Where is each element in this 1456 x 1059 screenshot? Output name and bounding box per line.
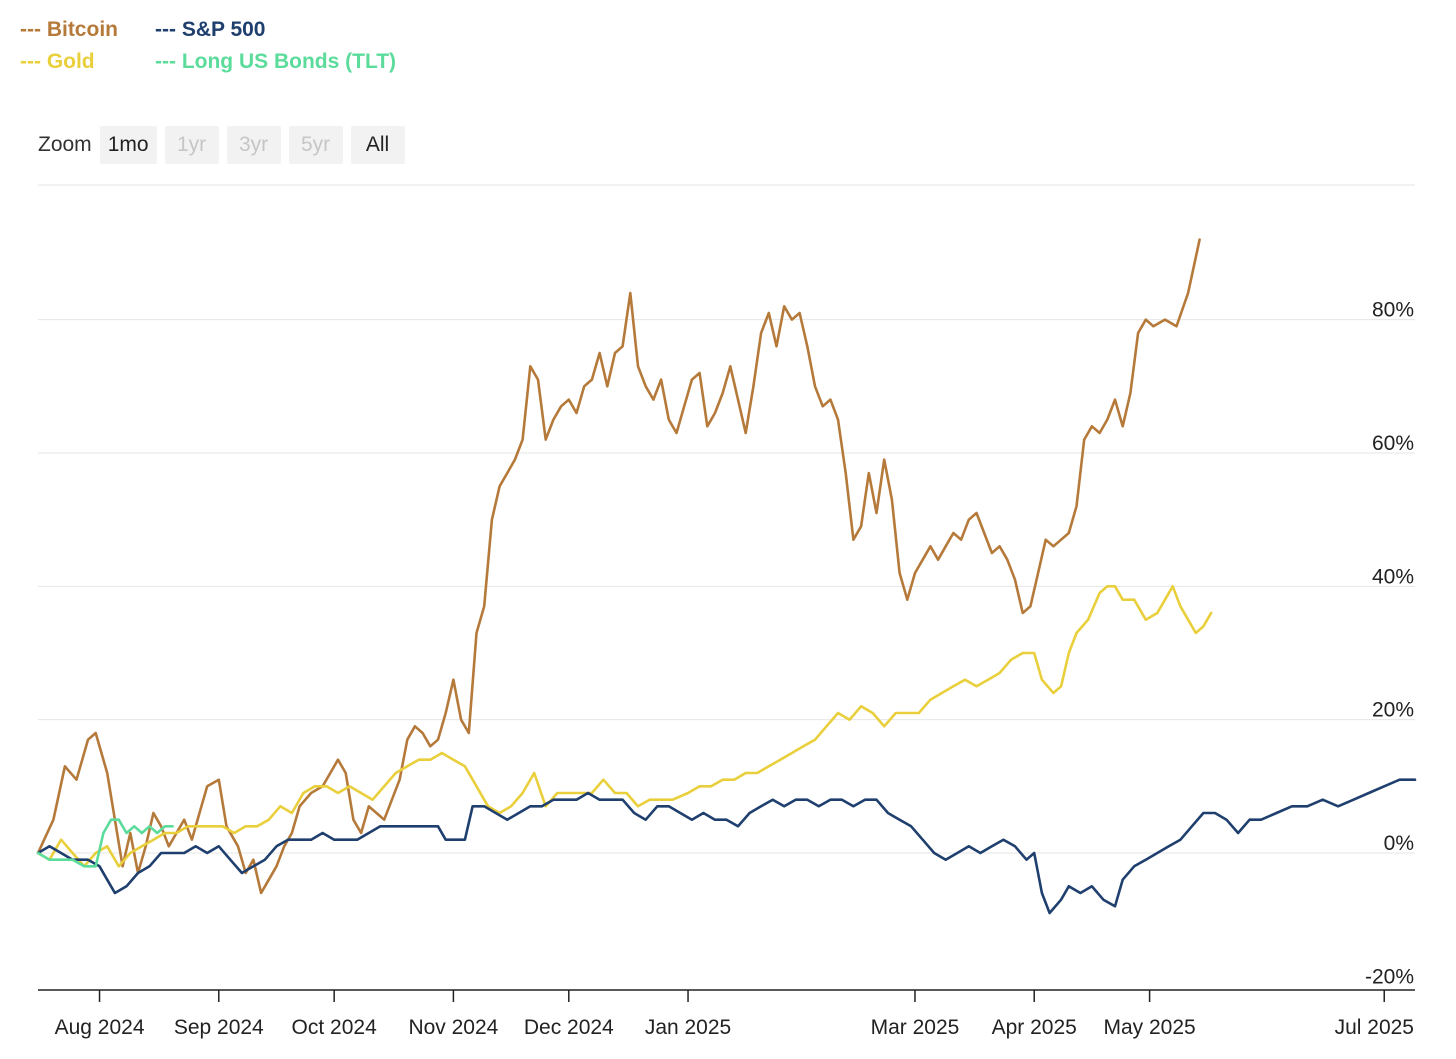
x-tick-label: May 2025 [1103,1016,1195,1039]
legend-item-sp500[interactable]: --- S&P 500 [155,18,266,41]
y-tick-label: 20% [1372,699,1414,722]
legend-item-gold[interactable]: --- Gold [20,50,95,73]
x-tick-label: Sep 2024 [174,1016,264,1039]
zoom-all-button[interactable]: All [350,126,405,164]
x-tick-label: Jan 2025 [645,1016,731,1039]
series-line-bitcoin[interactable] [36,238,1201,895]
y-axis: 80% 60% 40% 20% 0% -20% [1365,299,1414,989]
zoom-label: Zoom [38,133,92,156]
chart-legend: --- Bitcoin --- S&P 500 --- Gold --- Lon… [20,18,396,74]
y-tick-label: 80% [1372,299,1414,322]
series-line-long-us-bonds-tlt-[interactable] [36,818,174,868]
y-tick-label: -20% [1365,965,1414,988]
series-line-gold[interactable] [36,585,1213,868]
zoom-1mo-button[interactable]: 1mo [99,126,157,164]
zoom-5yr-button[interactable]: 5yr [288,126,343,164]
zoom-controls: Zoom 1mo 1yr 3yr 5yr All [38,126,405,164]
series-lines [36,238,1417,915]
y-tick-label: 40% [1372,565,1414,588]
legend-item-tlt[interactable]: --- Long US Bonds (TLT) [155,50,397,73]
y-tick-label: 60% [1372,432,1414,455]
series-line-s-p-500[interactable] [36,778,1417,915]
grid-lines [38,319,1415,854]
legend-item-bitcoin[interactable]: --- Bitcoin [20,18,118,41]
y-tick-label: 0% [1384,832,1414,855]
x-tick-label: Oct 2024 [292,1016,378,1039]
x-tick-label: Dec 2024 [524,1016,614,1039]
x-tick-label: Mar 2025 [871,1016,960,1039]
x-tick-label: Apr 2025 [992,1016,1077,1039]
x-tick-label: Jul 2025 [1335,1016,1414,1039]
zoom-3yr-button[interactable]: 3yr [226,126,281,164]
x-axis: Aug 2024 Sep 2024 Oct 2024 Nov 2024 Dec 2024… [38,989,1415,1039]
x-tick-label: Nov 2024 [408,1016,498,1039]
x-tick-label: Aug 2024 [55,1016,145,1039]
zoom-1yr-button[interactable]: 1yr [164,126,219,164]
